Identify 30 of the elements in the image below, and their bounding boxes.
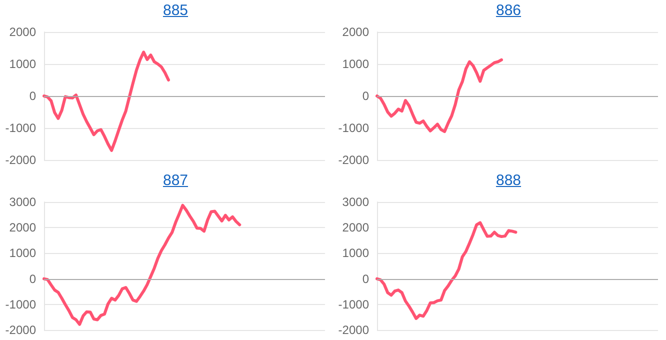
y-tick-label: 1000 <box>342 57 370 71</box>
y-tick-label: 2000 <box>9 25 36 39</box>
chart-title: 885 <box>162 1 190 21</box>
y-tick-label: 2000 <box>342 25 370 39</box>
y-tick-label: -2000 <box>5 153 36 167</box>
y-tick-label: -2000 <box>338 153 370 167</box>
chart-title: 888 <box>494 171 522 191</box>
y-tick-label: -1000 <box>5 297 36 312</box>
y-tick-label: 1000 <box>9 246 36 260</box>
y-tick-label: 0 <box>29 272 36 286</box>
y-tick-label: 1000 <box>342 246 370 260</box>
y-tick-label: 0 <box>29 89 36 103</box>
line-series <box>376 58 503 134</box>
y-tick-label: 1000 <box>9 57 36 71</box>
y-tick-label: 3000 <box>342 195 370 209</box>
y-tick-label: 3000 <box>9 195 36 209</box>
y-tick-label: -1000 <box>338 121 370 135</box>
y-tick-label: 2000 <box>9 220 36 235</box>
y-tick-label: -1000 <box>338 297 370 312</box>
y-tick-label: 0 <box>362 272 370 286</box>
y-tick-label: 0 <box>362 89 370 103</box>
line-series <box>42 50 170 152</box>
line-series <box>376 221 518 320</box>
chart-title: 887 <box>162 171 190 191</box>
y-tick-label: 2000 <box>342 220 370 235</box>
chart-title: 886 <box>494 1 522 21</box>
y-tick-label: -2000 <box>338 323 370 337</box>
y-tick-label: -2000 <box>5 323 36 337</box>
y-tick-label: -1000 <box>5 121 36 135</box>
line-series <box>42 204 242 326</box>
